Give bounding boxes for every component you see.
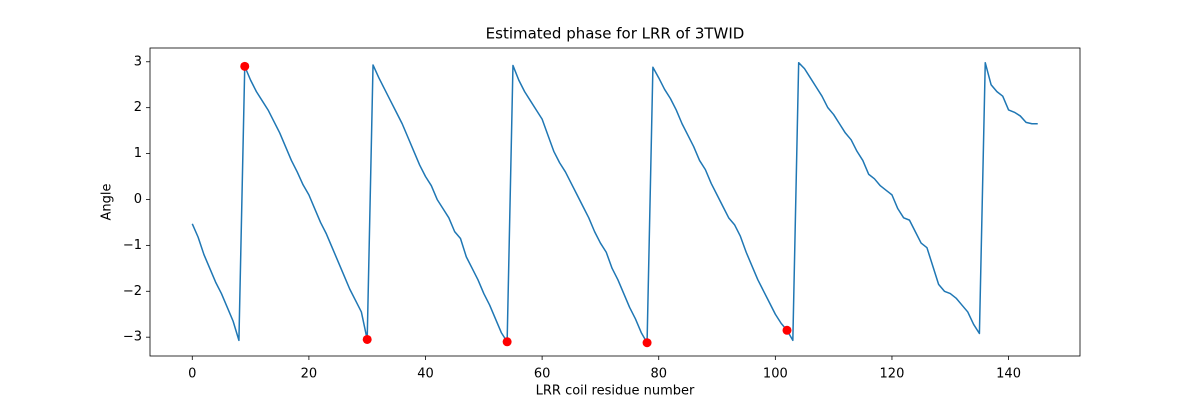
x-tick-label: 40: [417, 367, 434, 382]
y-tick-label: −2: [123, 284, 142, 299]
data-point: [502, 337, 512, 347]
data-point: [362, 334, 372, 344]
data-point: [642, 338, 652, 348]
data-point: [240, 61, 250, 71]
x-tick-label: 80: [650, 367, 667, 382]
x-tick-label: 20: [301, 367, 318, 382]
x-tick-label: 0: [188, 367, 196, 382]
data-point: [782, 325, 792, 335]
x-tick-label: 120: [880, 367, 905, 382]
data-line: [191, 61, 1038, 344]
y-tick-label: 1: [134, 146, 142, 161]
plot-frame: [149, 47, 1081, 357]
y-tick-label: 2: [134, 100, 142, 115]
y-tick-label: −1: [123, 238, 142, 253]
chart-title: Estimated phase for LRR of 3TWID: [486, 25, 745, 43]
y-axis-label: Angle: [100, 184, 115, 221]
x-tick-label: 140: [996, 367, 1021, 382]
x-axis-label: LRR coil residue number: [536, 384, 695, 399]
x-tick-label: 60: [534, 367, 551, 382]
x-tick-label: 100: [763, 367, 788, 382]
y-tick-label: 0: [134, 192, 142, 207]
y-tick-label: 3: [134, 54, 142, 69]
y-tick-label: −3: [123, 330, 142, 345]
